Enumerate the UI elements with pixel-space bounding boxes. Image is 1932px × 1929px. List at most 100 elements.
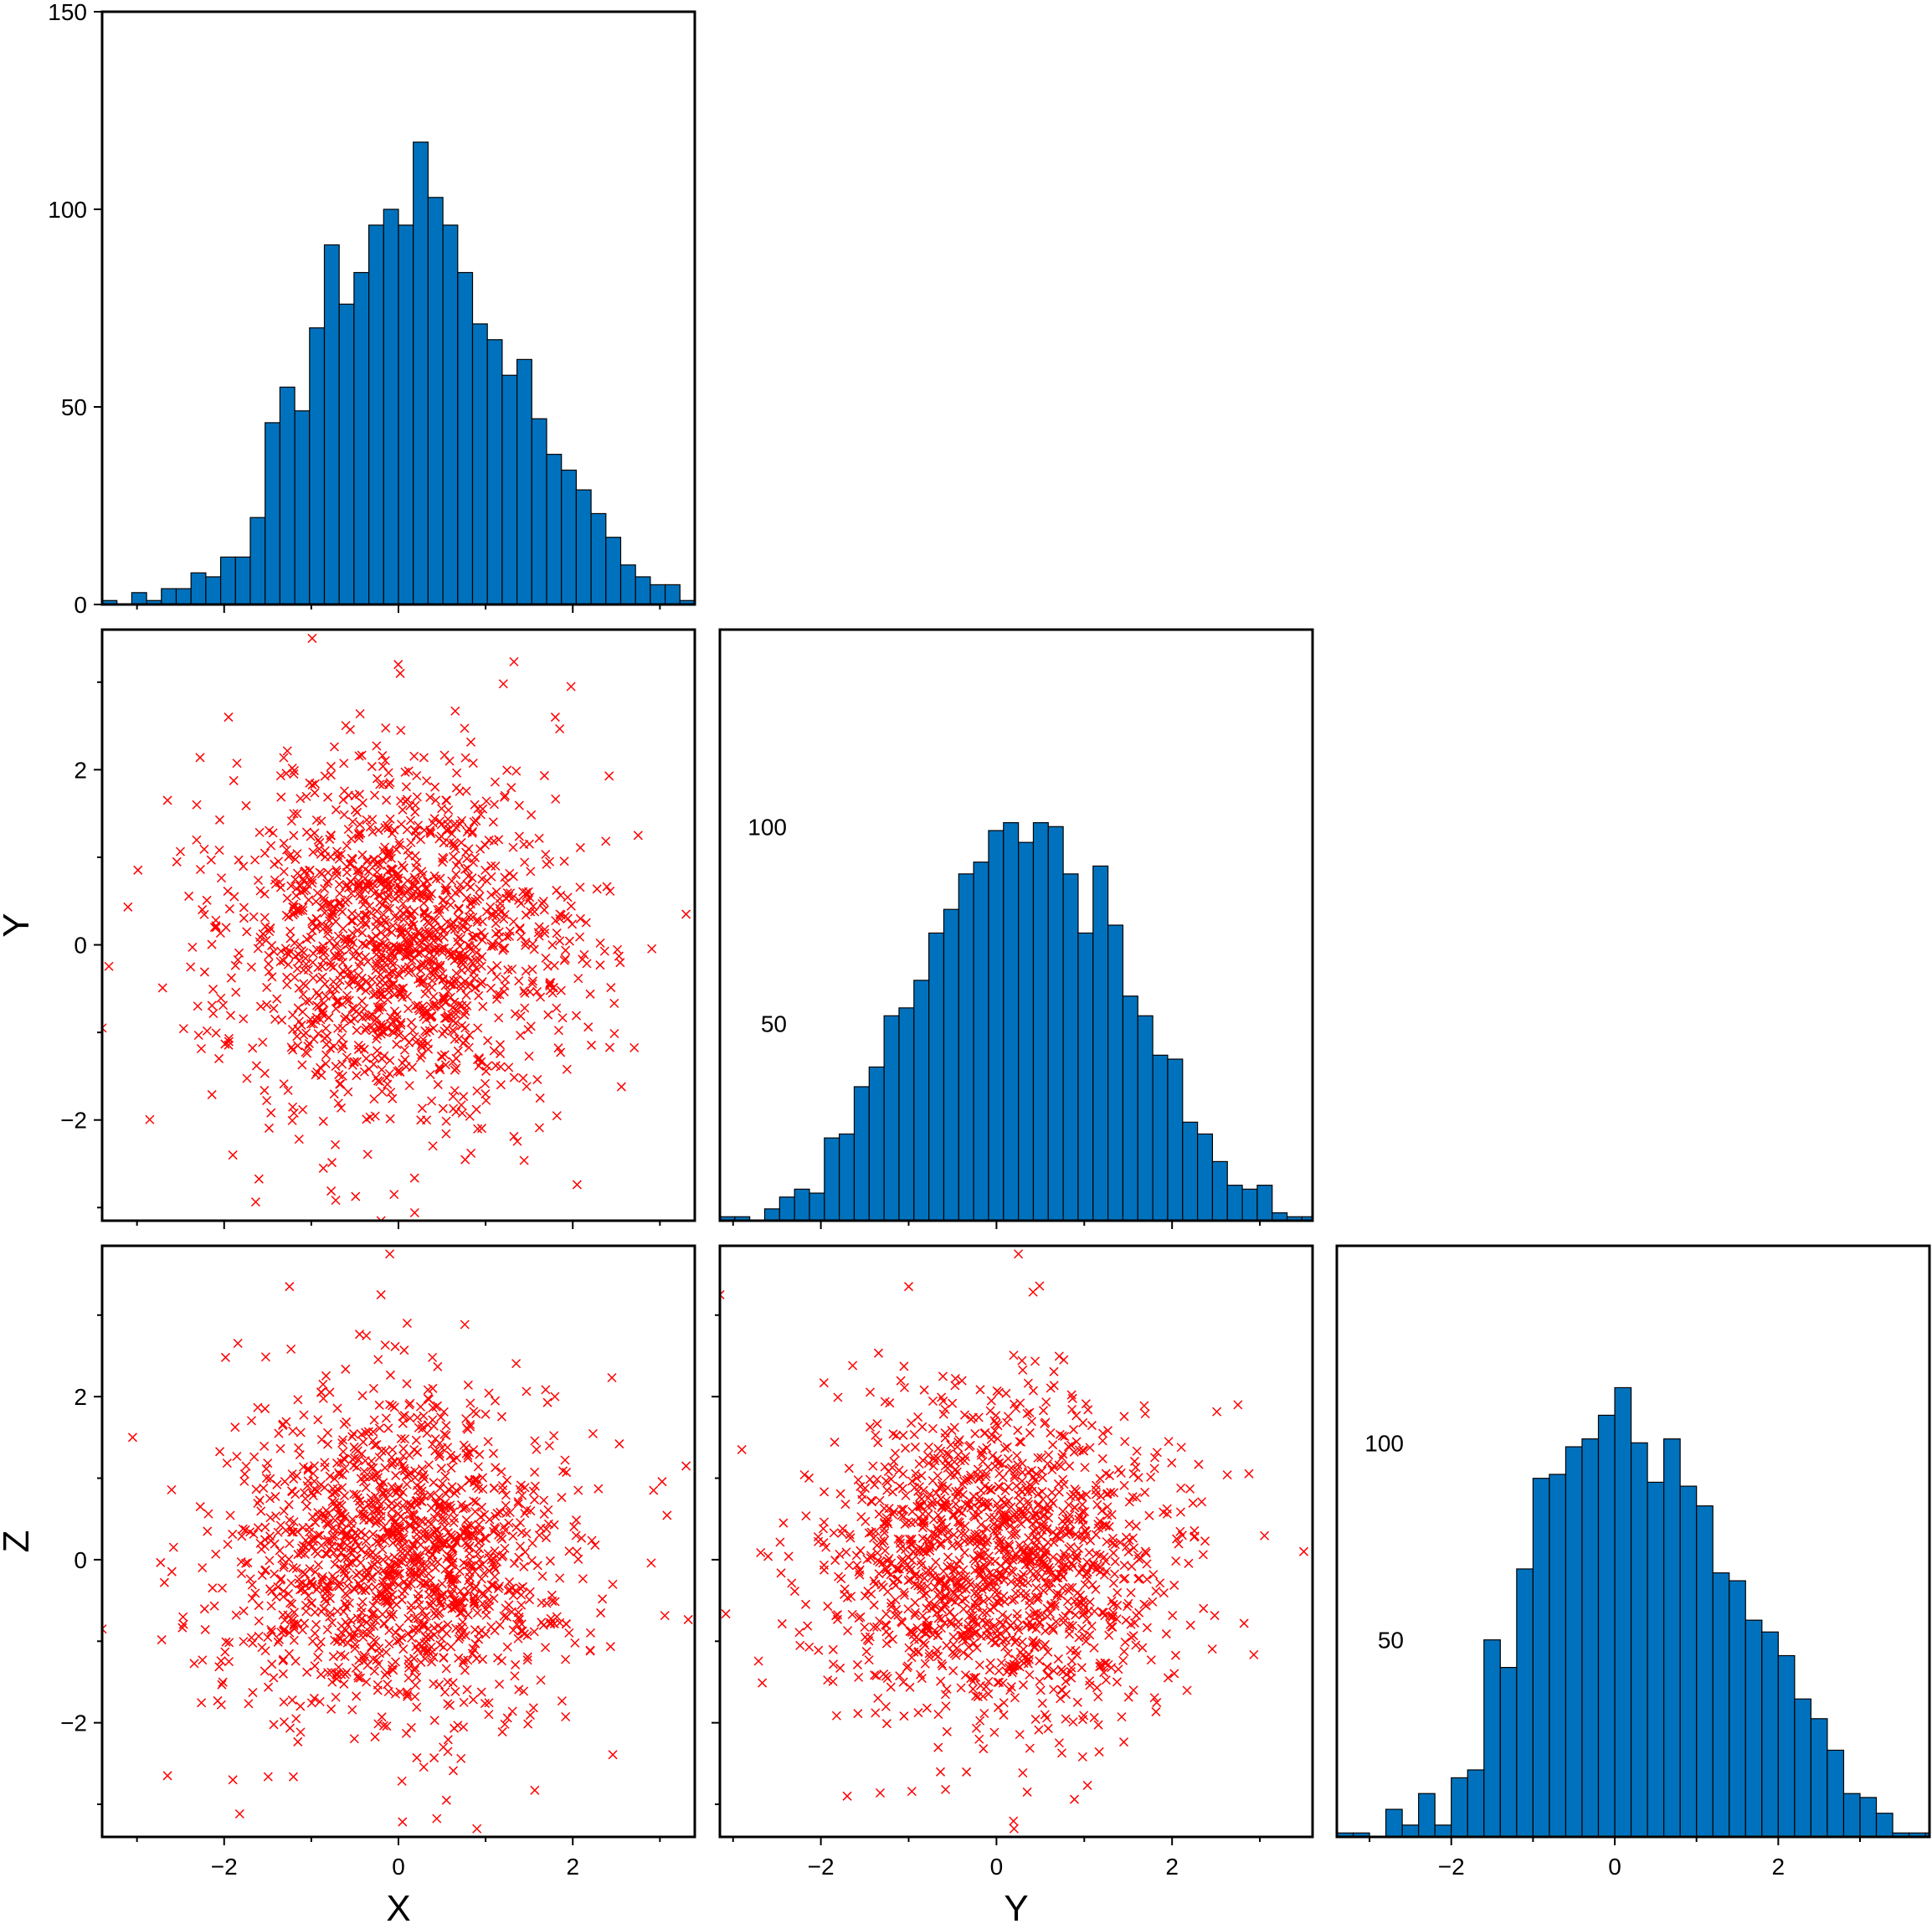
scatter-point	[423, 1385, 433, 1395]
scatter-point	[383, 1423, 393, 1433]
scatter-point	[363, 1582, 373, 1592]
scatter-point	[385, 1114, 395, 1124]
scatter-point	[555, 723, 565, 734]
scatter-point	[501, 932, 512, 942]
scatter-point	[546, 1619, 556, 1629]
scatter-point	[491, 887, 501, 897]
scatter-point	[869, 1576, 879, 1586]
scatter-point	[866, 1495, 876, 1506]
scatter-point	[563, 892, 573, 903]
scatter-point	[188, 942, 198, 952]
scatter-point	[334, 879, 344, 889]
scatter-point	[259, 1666, 270, 1676]
scatter-point	[1082, 1614, 1092, 1624]
scatter-point	[522, 1386, 532, 1397]
scatter-point	[228, 1775, 238, 1785]
scatter-point	[910, 1608, 920, 1618]
scatter-point	[280, 1615, 290, 1625]
scatter-point	[430, 915, 440, 925]
scatter-point	[361, 919, 371, 930]
scatter-point	[451, 870, 461, 880]
scatter-point	[907, 1653, 917, 1663]
scatter-point	[448, 1057, 458, 1067]
scatter-point	[905, 1682, 915, 1692]
histogram-bar	[531, 418, 547, 604]
scatter-point	[376, 1481, 386, 1491]
scatter-point	[288, 1772, 299, 1782]
scatter-point	[338, 1435, 348, 1445]
scatter-point	[450, 1513, 460, 1524]
scatter-point	[994, 1535, 1005, 1545]
scatter-point	[968, 1610, 978, 1620]
scatter-point	[393, 874, 403, 884]
scatter-point	[948, 1566, 958, 1576]
scatter-point	[465, 980, 475, 990]
scatter-point	[425, 827, 435, 837]
scatter-point	[348, 1428, 358, 1439]
histogram-bar	[1581, 1438, 1600, 1837]
scatter-point	[392, 1636, 402, 1646]
scatter-point	[1101, 1469, 1111, 1479]
scatter-point	[211, 1549, 221, 1559]
scatter-point	[247, 1593, 257, 1603]
scatter-point	[1078, 1595, 1088, 1605]
scatter-point	[900, 1562, 910, 1572]
scatter-point	[367, 1609, 377, 1619]
scatter-point	[1069, 1447, 1079, 1457]
scatter-point	[429, 1421, 439, 1431]
scatter-point	[530, 1436, 540, 1446]
scatter-point	[1080, 1525, 1090, 1535]
scatter-point	[290, 908, 300, 918]
scatter-point	[401, 952, 411, 962]
scatter-point	[516, 1600, 527, 1610]
scatter-point	[443, 1601, 453, 1611]
scatter-point	[853, 1709, 863, 1719]
scatter-point	[480, 840, 491, 850]
histogram-bar	[1467, 1769, 1485, 1837]
scatter-point	[1123, 1547, 1133, 1557]
scatter-point	[1110, 1540, 1120, 1550]
scatter-point	[528, 1486, 538, 1496]
scatter-point	[1083, 1405, 1093, 1415]
scatter-point	[335, 1079, 345, 1089]
histogram-bar	[1301, 1216, 1313, 1221]
scatter-point	[539, 905, 549, 915]
scatter-point	[406, 892, 417, 903]
scatter-point	[983, 1535, 993, 1545]
scatter-point	[378, 1026, 388, 1037]
scatter-point	[557, 1696, 567, 1706]
scatter-point	[356, 980, 366, 990]
scatter-point	[367, 1498, 377, 1508]
histogram-bar	[501, 374, 518, 604]
scatter-point	[521, 937, 531, 947]
scatter-point	[556, 1047, 566, 1057]
scatter-point	[434, 1608, 444, 1618]
scatter-point	[285, 851, 295, 861]
scatter-point	[249, 1452, 259, 1462]
scatter-point	[532, 1074, 542, 1084]
scatter-point	[1012, 1660, 1022, 1670]
scatter-point	[1093, 1692, 1103, 1702]
scatter-point	[917, 1533, 927, 1543]
scatter-point	[907, 1787, 917, 1797]
histogram-bar	[605, 537, 622, 604]
scatter-point	[384, 846, 394, 856]
scatter-point	[454, 904, 464, 914]
scatter-point	[1119, 1480, 1129, 1490]
scatter-point	[1085, 1443, 1095, 1453]
scatter-point	[436, 1412, 446, 1422]
scatter-point	[1085, 1680, 1095, 1690]
scatter-point	[417, 1050, 427, 1060]
scatter-point	[486, 964, 496, 975]
scatter-point	[976, 1448, 986, 1458]
scatter-point	[585, 1628, 596, 1638]
scatter-point	[384, 779, 394, 790]
scatter-point	[460, 917, 471, 927]
scatter-point	[532, 986, 542, 996]
scatter-point	[402, 1687, 412, 1697]
scatter-point	[999, 1443, 1010, 1453]
scatter-point	[346, 916, 356, 926]
scatter-point	[435, 960, 445, 970]
scatter-point	[440, 1498, 450, 1508]
scatter-point	[388, 1596, 398, 1606]
